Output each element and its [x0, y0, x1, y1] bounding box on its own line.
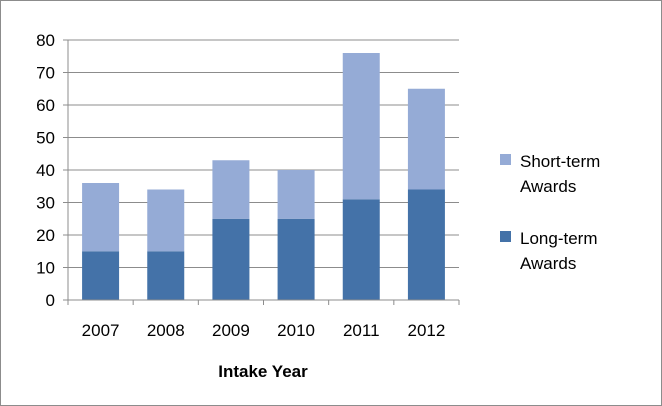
y-tick-label: 50: [36, 129, 55, 148]
x-axis-title: Intake Year: [218, 362, 308, 381]
x-tick-label: 2008: [147, 321, 185, 340]
legend-label-long-term-line1: Long-term: [520, 229, 597, 248]
y-tick-label: 70: [36, 64, 55, 83]
bar-short-term-2007: [82, 183, 120, 252]
bar-short-term-2009: [212, 160, 250, 219]
bar-short-term-2010: [277, 170, 315, 219]
x-tick-label: 2011: [343, 321, 380, 340]
x-tick-label: 2010: [277, 321, 315, 340]
bar-long-term-2011: [342, 199, 380, 300]
y-tick-label: 30: [36, 194, 55, 213]
x-tick-label: 2007: [82, 321, 120, 340]
bar-short-term-2012: [407, 88, 445, 190]
y-tick-label: 80: [36, 31, 55, 50]
bar-long-term-2010: [277, 218, 315, 300]
y-tick-label: 10: [36, 259, 55, 278]
y-tick-label: 20: [36, 226, 55, 245]
bar-long-term-2008: [147, 251, 185, 300]
legend-label-long-term-line2: Awards: [520, 254, 576, 273]
gridlines: [63, 39, 459, 301]
bar-long-term-2009: [212, 218, 250, 300]
y-tick-label: 0: [46, 291, 55, 310]
bar-short-term-2011: [342, 53, 380, 200]
legend-swatch-short-term: [500, 154, 511, 165]
bar-long-term-2007: [82, 251, 120, 300]
legend-label-short-term-line2: Awards: [520, 177, 576, 196]
bar-short-term-2008: [147, 189, 185, 252]
y-tick-labels: 0 10 20 30 40 50 60 70 80: [36, 31, 55, 310]
y-tick-label: 60: [36, 96, 55, 115]
y-tick-label: 40: [36, 161, 55, 180]
x-tick-label: 2009: [212, 321, 250, 340]
x-tick-label: 2012: [408, 321, 446, 340]
legend-swatch-long-term: [500, 231, 511, 242]
legend-label-long-term: Long-term Awards: [520, 229, 602, 273]
bars: [82, 53, 445, 300]
bar-long-term-2012: [407, 189, 445, 300]
legend: Short-term Awards Long-term Awards: [500, 152, 605, 273]
x-tick-labels: 2007 2008 2009 2010 2011 2012: [67, 300, 460, 340]
legend-label-short-term: Short-term Awards: [520, 152, 605, 196]
legend-label-short-term-line1: Short-term: [520, 152, 600, 171]
